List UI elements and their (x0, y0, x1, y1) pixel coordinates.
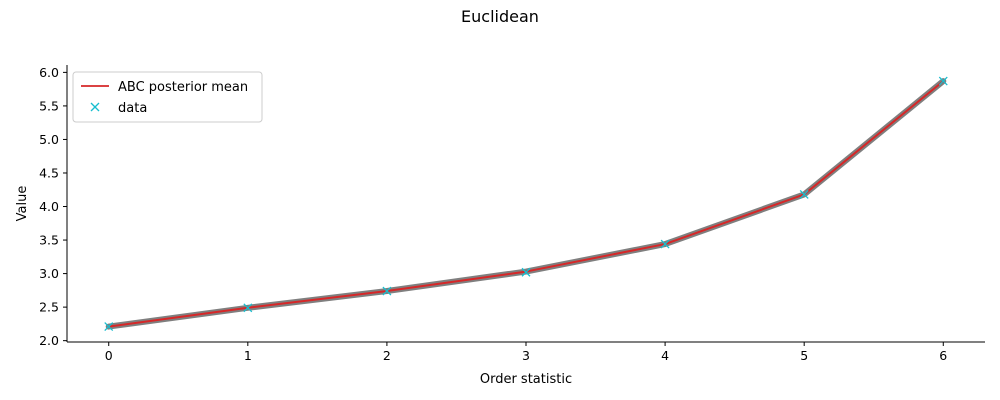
data-point-marker (521, 267, 531, 277)
y-tick-label: 5.5 (39, 98, 59, 113)
chart-title: Euclidean (461, 7, 539, 26)
plot-area: 0 1 2 3 4 5 6 2.0 2.5 3.0 3.5 4.0 4.5 5.0 5.5 6.0 (39, 65, 985, 363)
legend-label-abc-posterior-mean: ABC posterior mean (118, 80, 248, 95)
data-point-marker (243, 303, 253, 313)
x-tick-label: 5 (800, 348, 808, 363)
data-point-marker (938, 76, 948, 86)
series-layer (104, 76, 948, 332)
data-point-marker (660, 239, 670, 249)
y-tick-label: 2.0 (39, 333, 59, 348)
data-point-marker (382, 286, 392, 296)
legend-label-data: data (118, 101, 147, 116)
x-tick-label: 0 (105, 348, 113, 363)
data-point-marker (104, 322, 114, 332)
x-tick-label: 2 (383, 348, 391, 363)
x-axis-ticks: 0 1 2 3 4 5 6 (105, 342, 947, 363)
data-point-marker (799, 189, 809, 199)
legend-x-marker (90, 102, 100, 112)
y-tick-label: 5.0 (39, 132, 59, 147)
legend-box (72, 71, 263, 123)
x-tick-label: 1 (244, 348, 252, 363)
y-axis-ticks: 2.0 2.5 3.0 3.5 4.0 4.5 5.0 5.5 6.0 (39, 65, 67, 348)
y-tick-label: 3.0 (39, 266, 59, 281)
x-tick-label: 4 (661, 348, 669, 363)
y-tick-label: 6.0 (39, 65, 59, 80)
x-axis-label: Order statistic (480, 372, 572, 387)
y-tick-label: 2.5 (39, 300, 59, 315)
x-tick-label: 6 (939, 348, 947, 363)
legend: ABC posterior mean data (72, 71, 263, 123)
x-tick-label: 3 (522, 348, 530, 363)
y-tick-label: 4.5 (39, 165, 59, 180)
y-tick-label: 4.0 (39, 199, 59, 214)
y-tick-label: 3.5 (39, 233, 59, 248)
y-axis-label: Value (15, 186, 30, 222)
